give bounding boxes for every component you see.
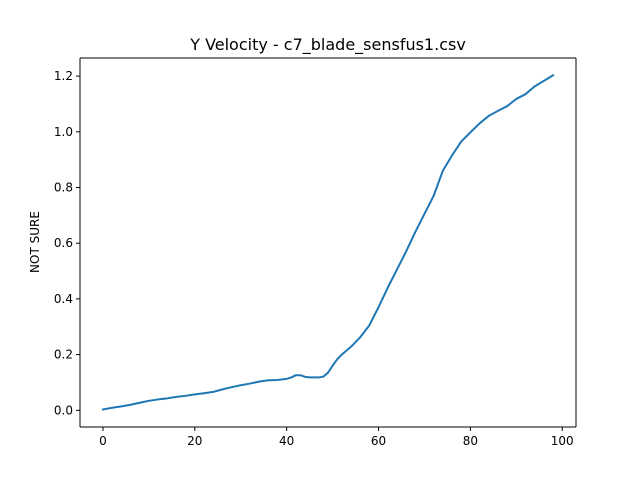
y-tick-label: 0.4: [54, 292, 73, 306]
y-tick-label: 0.6: [54, 236, 73, 250]
axes-frame: [79, 57, 577, 428]
y-tick-label: 1.0: [54, 125, 73, 139]
plot-area: [80, 58, 576, 427]
x-axis-ticks: 0 20 40 60 80 100: [99, 427, 574, 448]
series-line: [101, 73, 555, 411]
y-axis-label: NOT SURE: [28, 211, 42, 273]
x-tick-label: 100: [551, 434, 574, 448]
x-tick-label: 0: [99, 434, 107, 448]
x-tick-label: 40: [279, 434, 294, 448]
x-tick-label: 80: [463, 434, 478, 448]
x-tick-label: 20: [187, 434, 202, 448]
x-tick-label: 60: [371, 434, 386, 448]
y-tick-label: 0.0: [54, 403, 73, 417]
y-tick-label: 0.8: [54, 180, 73, 194]
chart-title: Y Velocity - c7_blade_sensfus1.csv: [189, 35, 466, 55]
y-tick-label: 0.2: [54, 348, 73, 362]
series-layer: [101, 73, 555, 411]
y-axis-ticks: 0.0 0.2 0.4 0.6 0.8 1.0 1.2: [54, 69, 80, 417]
y-tick-label: 1.2: [54, 69, 73, 83]
